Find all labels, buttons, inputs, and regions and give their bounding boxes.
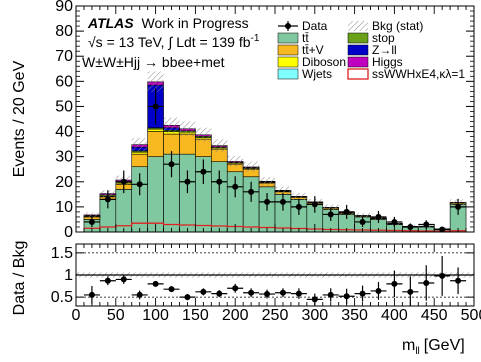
legend-entry-9: ssWWHxE4,κλ=1 [348,67,465,81]
ratio-x-tick-labels: 0 50 100 150 200 250 300 350 400 450 500 [72,307,481,324]
x-axis-title-main: m [402,337,415,354]
y-tick-label-0: 0 [64,224,73,241]
atlas-status: Work in Progress [142,15,249,31]
stat-band-12 [275,187,291,195]
atlas-experiment: ATLAS [87,15,134,31]
ratio-point-20 [402,276,418,306]
stat-band-11 [259,177,275,186]
y-tick-label-5: 50 [55,98,73,115]
ratio-point-16 [339,289,355,304]
stack-bar-2-4 [148,129,164,132]
x-tick-label-5: 250 [262,307,289,324]
x-tick-label-0: 0 [72,307,81,324]
stat-band-9 [227,156,243,167]
energy-lumi-label: √s = 13 TeV, ∫ Ldt = 139 fb-1 [88,33,260,50]
ratio-point-17 [355,286,371,302]
legend-entry-8: Wjets [278,67,332,81]
legend-label-9: ssWWHxE4,κλ=1 [372,67,465,81]
channel-label: W±W±Hjj → bbee+met [82,54,225,70]
ratio-point-9 [227,284,243,293]
y-tick-label-9: 90 [55,0,73,15]
ratio-reference-lines [76,253,474,297]
lumi-exponent: -1 [251,33,260,44]
main-plot-panel: 0 10 20 30 40 50 60 70 80 90 Events / 20 GeV ATLA… [11,0,474,241]
stack-bar-1-4 [148,132,164,157]
stack-bar-1-5 [164,134,180,154]
stack-bar-1-6 [179,134,195,154]
ratio-point-0 [84,286,100,304]
x-tick-label-7: 350 [341,307,368,324]
legend-label-8: Wjets [302,67,332,81]
x-tick-label-4: 200 [222,307,249,324]
y-tick-label-4: 40 [55,124,73,141]
y-tick-label-6: 60 [55,73,73,90]
x-tick-label-8: 400 [381,307,408,324]
x-tick-label-3: 150 [182,307,209,324]
x-axis-title-subscript: ll [415,346,419,357]
ratio-y-axis-title: Data / Bkg [11,241,28,316]
ratio-point-23 [450,267,466,294]
y-tick-label-7: 70 [55,48,73,65]
ratio-point-7 [195,288,211,295]
ratio-point-15 [323,288,339,301]
ratio-y-tick-label-1: 1 [64,267,73,284]
ratio-point-4 [148,281,164,287]
ratio-y-tick-label-0: 0.5 [51,289,73,306]
stat-band-13 [291,193,307,200]
stat-band-6 [179,121,195,136]
ratio-y-tick-label-2: 1.5 [51,245,73,262]
ratio-point-12 [275,288,291,297]
stat-band-10 [243,162,259,172]
x-tick-label-6: 300 [301,307,328,324]
stat-band-3 [132,138,148,151]
ratio-point-10 [243,288,259,297]
ratio-point-5 [164,286,180,292]
stat-band-0 [84,213,100,218]
x-axis-title: mll [GeV] [402,337,465,357]
y-tick-label-1: 10 [55,199,73,216]
y-tick-label-2: 20 [55,174,73,191]
stat-band-7 [195,128,211,142]
stat-band-5 [164,118,180,133]
main-y-tick-labels: 0 10 20 30 40 50 60 70 80 90 [55,0,73,241]
stacked-backgrounds [84,82,466,232]
ratio-point-6 [179,294,195,300]
ratio-plot-panel: 0.5 1 1.5 0 50 100 150 200 250 300 350 400 450 500 D… [11,241,481,357]
x-tick-label-2: 100 [142,307,169,324]
ratio-point-8 [211,290,227,297]
energy-lumi-text: √s = 13 TeV, ∫ Ldt = 139 fb [88,34,251,50]
stack-bar-1-3 [132,154,148,167]
ratio-point-21 [418,265,434,300]
x-axis-title-unit: [GeV] [424,337,465,354]
y-tick-label-8: 80 [55,23,73,40]
stat-band-8 [211,139,227,152]
x-tick-label-9: 450 [421,307,448,324]
y-tick-label-3: 30 [55,149,73,166]
stack-bar-0-4 [148,157,164,232]
x-tick-label-10: 500 [461,307,481,324]
ratio-point-3 [132,291,148,300]
ratio-y-tick-labels: 0.5 1 1.5 [51,245,73,306]
stack-bar-2-3 [132,152,148,154]
atlas-label: ATLAS Work in Progress [87,15,249,31]
main-y-axis-title: Events / 20 GeV [11,60,28,177]
x-tick-label-1: 50 [107,307,125,324]
ratio-point-22 [434,256,450,296]
